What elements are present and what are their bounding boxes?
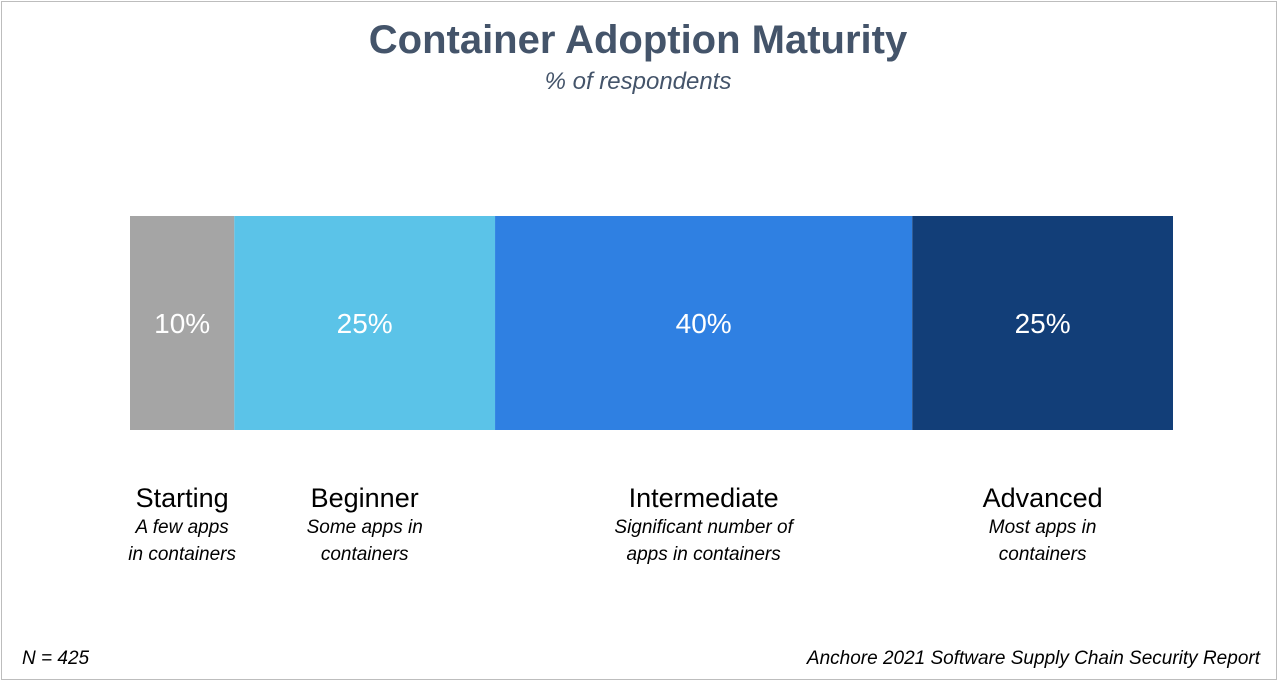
category-name: Intermediate xyxy=(628,483,779,513)
sample-size-note: N = 425 xyxy=(22,648,90,669)
category-description: Some apps in containers xyxy=(306,517,423,565)
category-description: A few apps in containers xyxy=(128,517,236,565)
chart-subtitle: % of respondents xyxy=(544,68,732,95)
category-name: Starting xyxy=(135,483,229,513)
source-note: Anchore 2021 Software Supply Chain Secur… xyxy=(806,648,1260,669)
bar-segment-advanced xyxy=(912,216,1173,430)
data-label-starting: 10% xyxy=(154,308,210,339)
chart-title: Container Adoption Maturity xyxy=(368,18,908,62)
bar-segment-starting xyxy=(130,216,235,430)
category-description: Most apps in containers xyxy=(988,517,1097,565)
data-label-advanced: 25% xyxy=(1015,308,1071,339)
category-description: Significant number of apps in containers xyxy=(614,517,793,565)
category-name: Beginner xyxy=(310,483,419,513)
data-label-beginner: 25% xyxy=(337,308,393,339)
category-starting: Starting A few apps in containers xyxy=(72,482,292,568)
category-beginner: Beginner Some apps in containers xyxy=(255,482,475,568)
bar-segment-beginner xyxy=(234,216,496,430)
category-intermediate: Intermediate Significant number of apps i… xyxy=(594,482,814,568)
category-advanced: Advanced Most apps in containers xyxy=(933,482,1153,568)
category-name: Advanced xyxy=(982,483,1103,513)
data-label-intermediate: 40% xyxy=(676,308,732,339)
bar-segment-intermediate xyxy=(495,216,913,430)
